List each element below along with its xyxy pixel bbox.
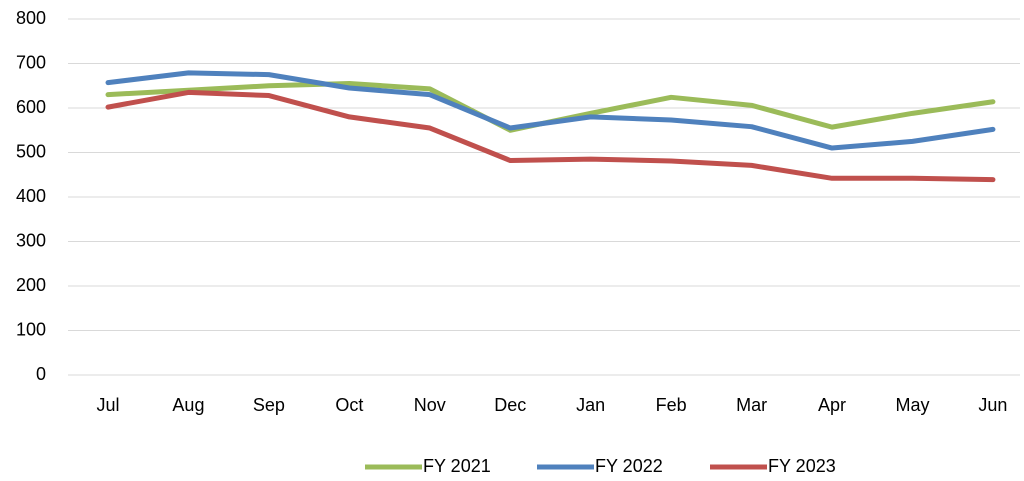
y-tick-label: 500 [16,141,46,161]
x-tick-label: May [895,395,929,415]
x-tick-label: Feb [656,395,687,415]
x-tick-label: Oct [335,395,363,415]
y-tick-label: 300 [16,230,46,250]
series-line [105,70,996,151]
legend-label: FY 2022 [595,456,663,476]
y-tick-label: 0 [36,364,46,384]
x-tick-label: Sep [253,395,285,415]
x-tick-label: Aug [172,395,204,415]
legend-label: FY 2023 [768,456,836,476]
x-tick-label: Jun [978,395,1007,415]
x-tick-label: Jan [576,395,605,415]
x-tick-label: Nov [414,395,446,415]
y-tick-label: 200 [16,275,46,295]
y-tick-label: 100 [16,319,46,339]
y-tick-label: 700 [16,52,46,72]
y-tick-label: 800 [16,8,46,28]
y-tick-label: 600 [16,97,46,117]
x-tick-label: Apr [818,395,846,415]
x-tick-label: Dec [494,395,526,415]
legend-label: FY 2021 [423,456,491,476]
x-tick-label: Jul [96,395,119,415]
y-tick-label: 400 [16,186,46,206]
x-tick-label: Mar [736,395,767,415]
series-line [105,89,996,183]
